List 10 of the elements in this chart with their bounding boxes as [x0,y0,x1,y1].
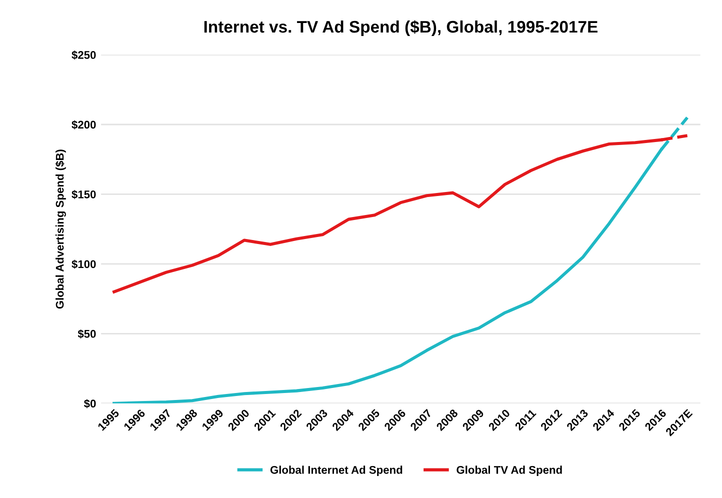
chart-title: Internet vs. TV Ad Spend ($B), Global, 1995-2017E [204,20,598,36]
legend-label: Global Internet Ad Spend [270,466,402,476]
y-tick-label: $100 [72,260,96,269]
y-tick-label: $0 [84,399,96,408]
y-axis-title: Global Advertising Spend ($B) [55,150,66,309]
y-tick-label: $250 [72,50,96,60]
legend-label: Global TV Ad Spend [456,466,562,476]
y-tick-label: $150 [72,190,96,200]
y-tick-label: $50 [78,329,96,339]
y-tick-label: $200 [72,120,96,130]
